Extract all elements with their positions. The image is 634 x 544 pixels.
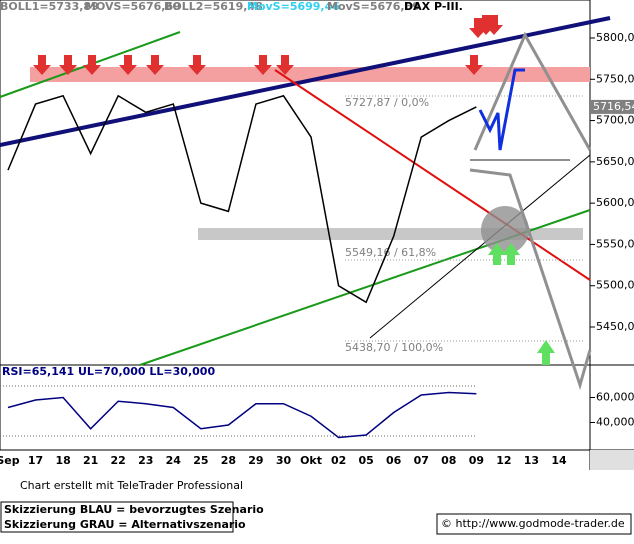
x-tick-label: 23	[138, 454, 153, 467]
x-tick-label: 25	[193, 454, 208, 467]
y-tick-label: 5750,00	[596, 72, 634, 85]
header-text: BOLL2=5619,48	[164, 0, 263, 13]
x-tick-label: 12	[496, 454, 511, 467]
y-tick-label: 5700,00	[596, 114, 634, 127]
y-tick-label: 5650,00	[596, 155, 634, 168]
x-tick-label: Okt	[300, 454, 322, 467]
y-tick-label: 40,000	[596, 416, 634, 429]
x-tick-label: 24	[166, 454, 182, 467]
y-tick-label: 5500,00	[596, 279, 634, 292]
x-tick-label: 28	[221, 454, 236, 467]
fib-label: 5438,70 / 100,0%	[345, 341, 443, 354]
header-text: MOVS=5676,69	[85, 0, 181, 13]
arrow-group	[33, 15, 503, 75]
scenario-blue	[478, 68, 525, 151]
x-tick-label: 30	[276, 454, 292, 467]
trend-line	[369, 154, 591, 339]
x-tick-label: Sep	[0, 454, 20, 467]
x-tick-label: 09	[469, 454, 484, 467]
legend-text: Skizzierung GRAU = Alternativszenario	[4, 518, 246, 531]
x-tick-label: 13	[524, 454, 539, 467]
site: © http://www.godmode-trader.de	[441, 517, 625, 530]
x-tick-label: 02	[331, 454, 346, 467]
scenario-grey	[469, 168, 592, 391]
x-tick-label: 18	[55, 454, 70, 467]
x-tick-label: 08	[441, 454, 456, 467]
x-tick-label: 22	[111, 454, 126, 467]
x-tick-label: 29	[248, 454, 263, 467]
legend-text: Skizzierung BLAU = bevorzugtes Szenario	[4, 503, 264, 516]
fib-label: 5549,16 / 61,8%	[345, 246, 436, 259]
x-tick-label: 17	[28, 454, 43, 467]
target-circle	[481, 206, 529, 254]
scenario-grey	[473, 31, 592, 151]
x-tick-label: 07	[414, 454, 429, 467]
trend-line	[274, 69, 591, 281]
fib-label: 5727,87 / 0,0%	[345, 96, 429, 109]
series-line	[7, 391, 477, 439]
credit: Chart erstellt mit TeleTrader Profession…	[20, 479, 243, 492]
y-tick-label: 5550,00	[596, 237, 634, 250]
resistance-zone	[30, 67, 590, 82]
x-tick-label: 14	[551, 454, 567, 467]
rsi-title: RSI=65,141 UL=70,000 LL=30,000	[2, 365, 215, 378]
y-tick-label: 5600,00	[596, 196, 634, 209]
corner-box	[590, 450, 634, 470]
x-tick-label: 05	[358, 454, 373, 467]
site-box	[436, 513, 632, 535]
legend-box	[0, 501, 234, 533]
last-price-box	[591, 99, 634, 114]
last-price-label: 5716,54	[593, 100, 634, 113]
trend-line	[0, 16, 611, 147]
x-tick-label: 06	[386, 454, 402, 467]
header-text: DAX P-III.	[404, 0, 463, 13]
y-tick-label: 5800,00	[596, 31, 634, 44]
header-text: MovS=5676,69	[327, 0, 420, 13]
header-text: MovS=5699,46	[247, 0, 340, 13]
header-text: BOLL1=5733,89	[0, 0, 99, 13]
y-tick-label: 60,000	[596, 391, 634, 404]
x-tick-label: 21	[83, 454, 98, 467]
y-tick-label: 5450,00	[596, 320, 634, 333]
arrow-group	[488, 243, 555, 365]
series-line	[7, 94, 477, 304]
